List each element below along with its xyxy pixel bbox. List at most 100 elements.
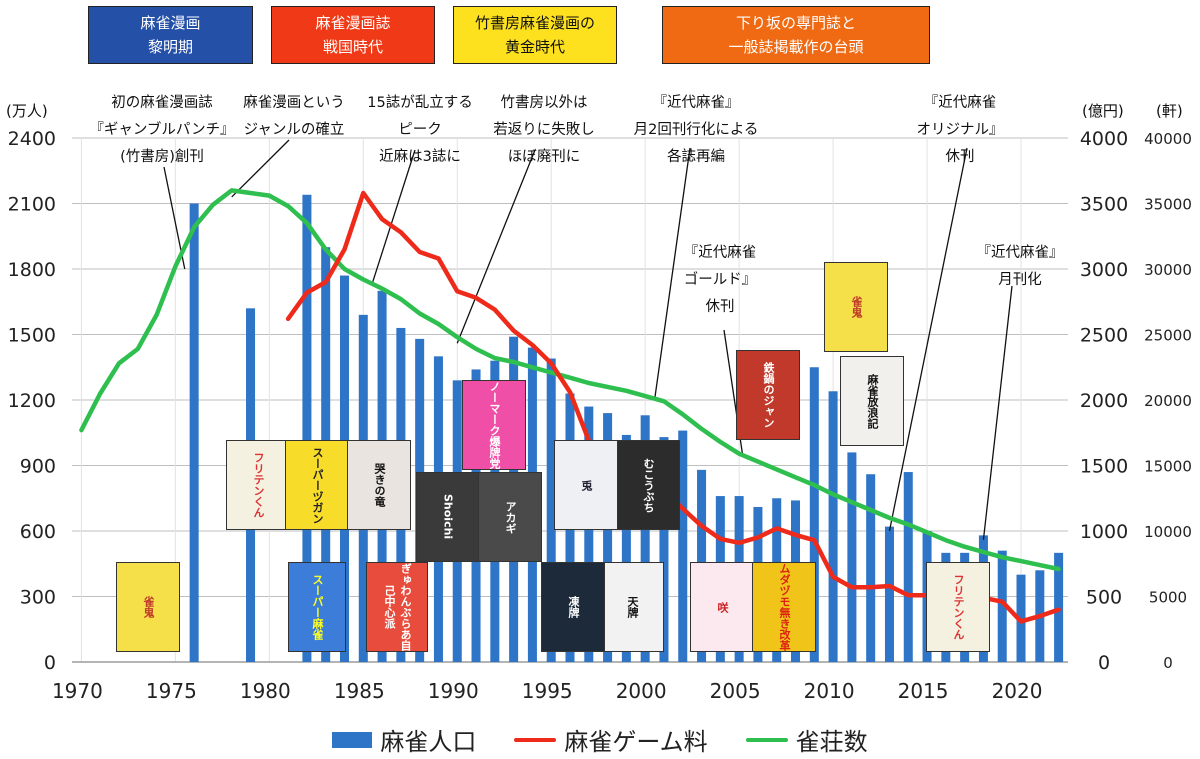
era-box-golden-line1: 竹書房麻雀漫画の [474,14,595,32]
annotation-rejuvenation-failure: 竹書房以外は 若返りに失敗し ほぼ廃刊に [476,90,612,171]
cover-mudazumo: 鉄鍋のジャン [736,350,800,440]
x-tick-label: 2000 [616,679,667,703]
cover-nomark: ノーマーク爆牌党 [462,380,526,470]
y-right1-tick-label: 4000 [1080,128,1128,150]
annotation-line: ゴールド』 [683,272,757,288]
legend-swatch-bar [332,731,373,748]
y-right1-tick-label: 1000 [1080,521,1128,543]
annotation-line: (竹書房)創刊 [120,149,204,165]
y-left-tick-label: 1500 [8,325,56,347]
x-tick-label: 1980 [240,679,291,703]
annotation-line: 『近代麻雀』 [976,245,1064,261]
annotation-line: 『ギャンブルパンチ』 [89,122,235,138]
cover-tetsunabe: 麻雀放浪記 [840,356,904,446]
right-axis-unit-yen: (億円) [1082,102,1124,120]
legend-swatch-red-line [514,737,557,742]
cover-furiten-kun: フリテンくん [226,440,290,530]
y-left-tick-label: 2400 [8,128,56,150]
y-left-tick-label: 300 [20,587,56,609]
legend-item-population: 麻雀人口 [332,722,476,757]
y-left-tick-label: 1800 [8,259,56,281]
annotation-leader-line [456,149,536,344]
x-tick-label: 1990 [428,679,479,703]
bar-population [302,194,312,662]
cover-super-mahjong: スーパー麻雀 [288,562,346,652]
y-right1-tick-label: 3000 [1080,259,1128,281]
x-tick-label: 2015 [898,679,949,703]
y-right2-tick-label: 5000 [1149,589,1187,607]
annotation-leader-line [372,149,416,283]
annotation-line: 近麻は3誌に [379,149,461,165]
annotation-leader-line [982,285,1013,540]
annotation-kindai-reorganization: 『近代麻雀』 月2回刊行化による 各誌再編 [616,90,776,171]
x-tick-label: 1995 [522,679,573,703]
y-right2-tick-label: 20000 [1144,392,1192,410]
y-right1-tick-label: 500 [1086,587,1122,609]
y-right2-tick-label: 25000 [1144,327,1192,345]
legend: 麻雀人口 麻雀ゲーム料 雀荘数 [0,722,1200,757]
bar-population [847,452,857,662]
annotation-line: 初の麻雀漫画誌 [111,95,213,111]
y-right2-tick-label: 30000 [1144,261,1192,279]
legend-swatch-green-line [745,737,788,742]
y-right1-tick-label: 2000 [1080,390,1128,412]
annotation-original-discontinued: 『近代麻雀 オリジナル』 休刊 [900,90,1020,171]
era-box-golden: 竹書房麻雀漫画の 黄金時代 [453,6,617,64]
y-right1-tick-label: 3500 [1080,194,1128,216]
bar-population [884,526,894,662]
bar-population [678,430,688,662]
bar-population [903,472,913,662]
era-box-decline: 下り坂の専門誌と 一般誌掲載作の台頭 [662,6,930,64]
bar-population [621,434,631,662]
annotation-line: 15誌が乱立する [367,95,473,111]
bar-population [584,406,594,662]
annotation-peak-15-magazines: 15誌が乱立する ピーク 近麻は3誌に [352,90,488,171]
annotation-line: 麻雀漫画という [243,95,345,111]
cover-akagi: アカギ [478,472,542,562]
cover-super-zugan: スーパーヅガン [285,440,349,530]
annotation-line: 竹書房以外は [500,95,588,111]
annotation-line: 休刊 [945,149,975,165]
bar-population [640,415,650,662]
x-tick-label: 2005 [710,679,761,703]
annotation-first-magazine: 初の麻雀漫画誌 『ギャンブルパンチ』 (竹書房)創刊 [62,90,262,171]
y-right2-tick-label: 15000 [1144,458,1192,476]
era-box-warring: 麻雀漫画誌 戦国時代 [271,6,435,64]
left-axis-unit: (万人) [6,102,48,120]
era-box-dawn: 麻雀漫画 黎明期 [88,6,253,64]
legend-item-parlors: 雀荘数 [745,722,868,757]
cover-houroki: フリテンくん [926,562,990,652]
era-box-golden-line2: 黄金時代 [504,38,565,56]
cover-shoichi: Shoichi [416,472,480,562]
y-right2-tick-label: 10000 [1144,523,1192,541]
legend-label-population: 麻雀人口 [380,728,477,756]
x-tick-label: 1985 [334,679,385,703]
annotation-kindai-monthly: 『近代麻雀』 月刊化 [960,240,1080,294]
cover-usagi: 兎 [554,440,618,530]
annotation-leader-line [888,147,968,532]
annotation-line: 月刊化 [998,272,1042,288]
annotation-line: ピーク [398,122,442,138]
era-box-warring-line1: 麻雀漫画誌 [315,14,391,32]
annotation-gold-discontinued: 『近代麻雀 ゴールド』 休刊 [660,240,780,321]
cover-nakinoryu: 哭きの竜 [347,440,411,530]
bar-population [866,474,876,662]
x-tick-label: 2020 [992,679,1043,703]
annotation-leader-line [231,139,290,198]
annotation-leader-line [653,147,691,401]
bar-population [603,413,613,662]
cover-jankai: 雀鬼 [116,562,180,652]
right-axis-unit-shops: (軒) [1156,102,1183,120]
annotation-line: 若返りに失敗し [493,122,595,138]
annotation-line: 月2回刊行化による [633,122,759,138]
era-box-warring-line2: 戦国時代 [322,38,383,56]
annotation-line: 『近代麻雀 [683,245,757,261]
annotation-line: 休刊 [705,299,735,315]
annotation-line: ほぼ廃刊に [507,149,581,165]
annotation-line: ジャンルの確立 [243,122,345,138]
x-tick-label: 1970 [52,679,103,703]
y-left-tick-label: 0 [44,652,56,674]
bar-population [659,437,669,662]
y-right2-tick-label: 35000 [1144,196,1192,214]
era-box-dawn-line1: 麻雀漫画 [140,14,201,32]
